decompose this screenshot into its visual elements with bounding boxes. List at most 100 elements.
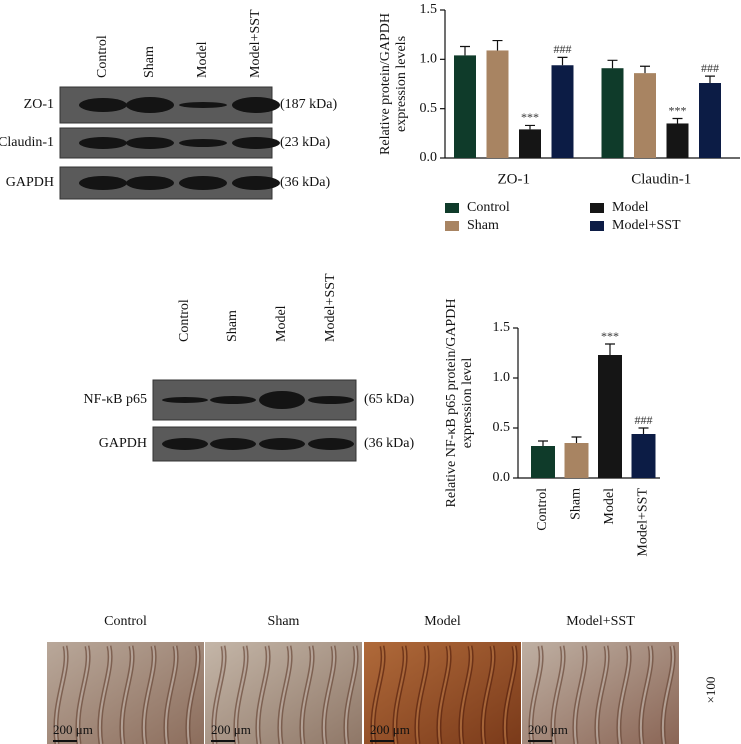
- blot-band: [126, 137, 174, 149]
- row-label: Claudin-1: [0, 135, 54, 150]
- legend-label: Model+SST: [612, 218, 681, 233]
- panel-title: Model: [424, 614, 461, 629]
- scale-label: 200 μm: [211, 722, 251, 737]
- blot-band: [232, 97, 280, 113]
- error-bar: [607, 59, 618, 69]
- blot-band: [308, 396, 354, 404]
- bar: [531, 446, 555, 478]
- significance-label: ***: [521, 110, 539, 124]
- blot-band: [179, 176, 227, 190]
- x-tick-label: ZO-1: [498, 171, 531, 187]
- x-tick-label: Model: [602, 488, 617, 525]
- blot-band: [79, 176, 127, 190]
- blot-band: [79, 137, 127, 149]
- bar: [666, 123, 689, 158]
- tissue-villi-core: [54, 645, 200, 744]
- error-bar: [638, 427, 649, 434]
- blot-band: [210, 438, 256, 450]
- row-label: ZO-1: [24, 97, 54, 112]
- panel-title: Control: [104, 614, 147, 629]
- y-axis-label: Relative protein/GAPDH: [378, 13, 393, 155]
- bar: [454, 55, 476, 158]
- tissue-villi-core: [212, 645, 358, 744]
- panel-title: Sham: [268, 614, 300, 629]
- row-size: (23 kDa): [280, 135, 330, 150]
- lane-label: Sham: [142, 46, 157, 78]
- bar: [631, 434, 656, 478]
- scale-label: 200 μm: [528, 722, 568, 737]
- legend-swatch: [445, 203, 459, 213]
- row-label: NF-κB p65: [84, 392, 147, 407]
- error-bar: [492, 39, 503, 51]
- significance-label: ###: [635, 413, 653, 427]
- legend-label: Control: [467, 200, 510, 215]
- blot-band: [308, 438, 354, 450]
- significance-label: ***: [669, 103, 687, 117]
- blot-band: [259, 391, 305, 409]
- legend-label: Sham: [467, 218, 499, 233]
- error-bar: [672, 117, 683, 124]
- legend-swatch: [445, 221, 459, 231]
- blot-band: [126, 97, 174, 113]
- legend-label: Model: [612, 200, 649, 215]
- row-size: (65 kDa): [364, 392, 414, 407]
- lane-label: Control: [177, 299, 192, 342]
- x-tick-label: Control: [535, 488, 550, 531]
- blot-band: [232, 176, 280, 190]
- lane-label: Sham: [225, 310, 240, 342]
- y-tick-label: 0.0: [493, 470, 511, 485]
- blot-band: [232, 137, 280, 149]
- blot-band: [179, 102, 227, 108]
- error-bar: [525, 124, 535, 130]
- row-size: (36 kDa): [280, 175, 330, 190]
- magnification: ×100: [703, 677, 718, 704]
- y-tick-label: 1.5: [420, 2, 438, 17]
- x-tick-label: Claudin-1: [631, 171, 691, 187]
- y-tick-label: 1.0: [493, 370, 511, 385]
- bar: [519, 129, 541, 158]
- tissue-villi-core: [371, 645, 517, 744]
- significance-label: ###: [701, 61, 719, 75]
- legend-swatch: [590, 221, 604, 231]
- error-bar: [705, 75, 715, 84]
- y-tick-label: 1.0: [420, 52, 438, 67]
- blot-band: [162, 438, 208, 450]
- error-bar: [605, 343, 615, 355]
- y-axis-label: expression levels: [394, 36, 409, 132]
- error-bar: [557, 56, 568, 66]
- bar: [601, 68, 624, 158]
- blot-band: [210, 396, 256, 404]
- row-size: (187 kDa): [280, 97, 337, 112]
- scale-label: 200 μm: [53, 722, 93, 737]
- tissue-villi-core: [529, 645, 675, 744]
- significance-label: ***: [601, 329, 619, 343]
- lane-label: Model+SST: [248, 9, 263, 78]
- bar: [634, 73, 656, 158]
- y-tick-label: 1.5: [493, 320, 511, 335]
- error-bar: [571, 436, 582, 443]
- y-axis-label: expression level: [460, 358, 475, 449]
- bar: [551, 65, 574, 158]
- lane-label: Model: [274, 305, 289, 342]
- lane-label: Model: [195, 41, 210, 78]
- y-tick-label: 0.5: [493, 420, 511, 435]
- blot-band: [259, 438, 305, 450]
- scale-label: 200 μm: [370, 722, 410, 737]
- error-bar: [640, 65, 650, 74]
- blot-band: [179, 139, 227, 147]
- row-label: GAPDH: [99, 436, 147, 451]
- blot-band: [126, 176, 174, 190]
- row-label: GAPDH: [6, 175, 54, 190]
- panel-title: Model+SST: [566, 614, 635, 629]
- significance-label: ###: [554, 42, 572, 56]
- lane-label: Model+SST: [323, 273, 338, 342]
- y-tick-label: 0.5: [420, 101, 438, 116]
- error-bar: [460, 45, 470, 56]
- bar: [699, 83, 721, 158]
- y-tick-label: 0.0: [420, 150, 438, 165]
- y-axis-label: Relative NF-κB p65 protein/GAPDH: [444, 299, 459, 508]
- bar: [486, 50, 509, 158]
- blot-band: [79, 98, 127, 112]
- legend-swatch: [590, 203, 604, 213]
